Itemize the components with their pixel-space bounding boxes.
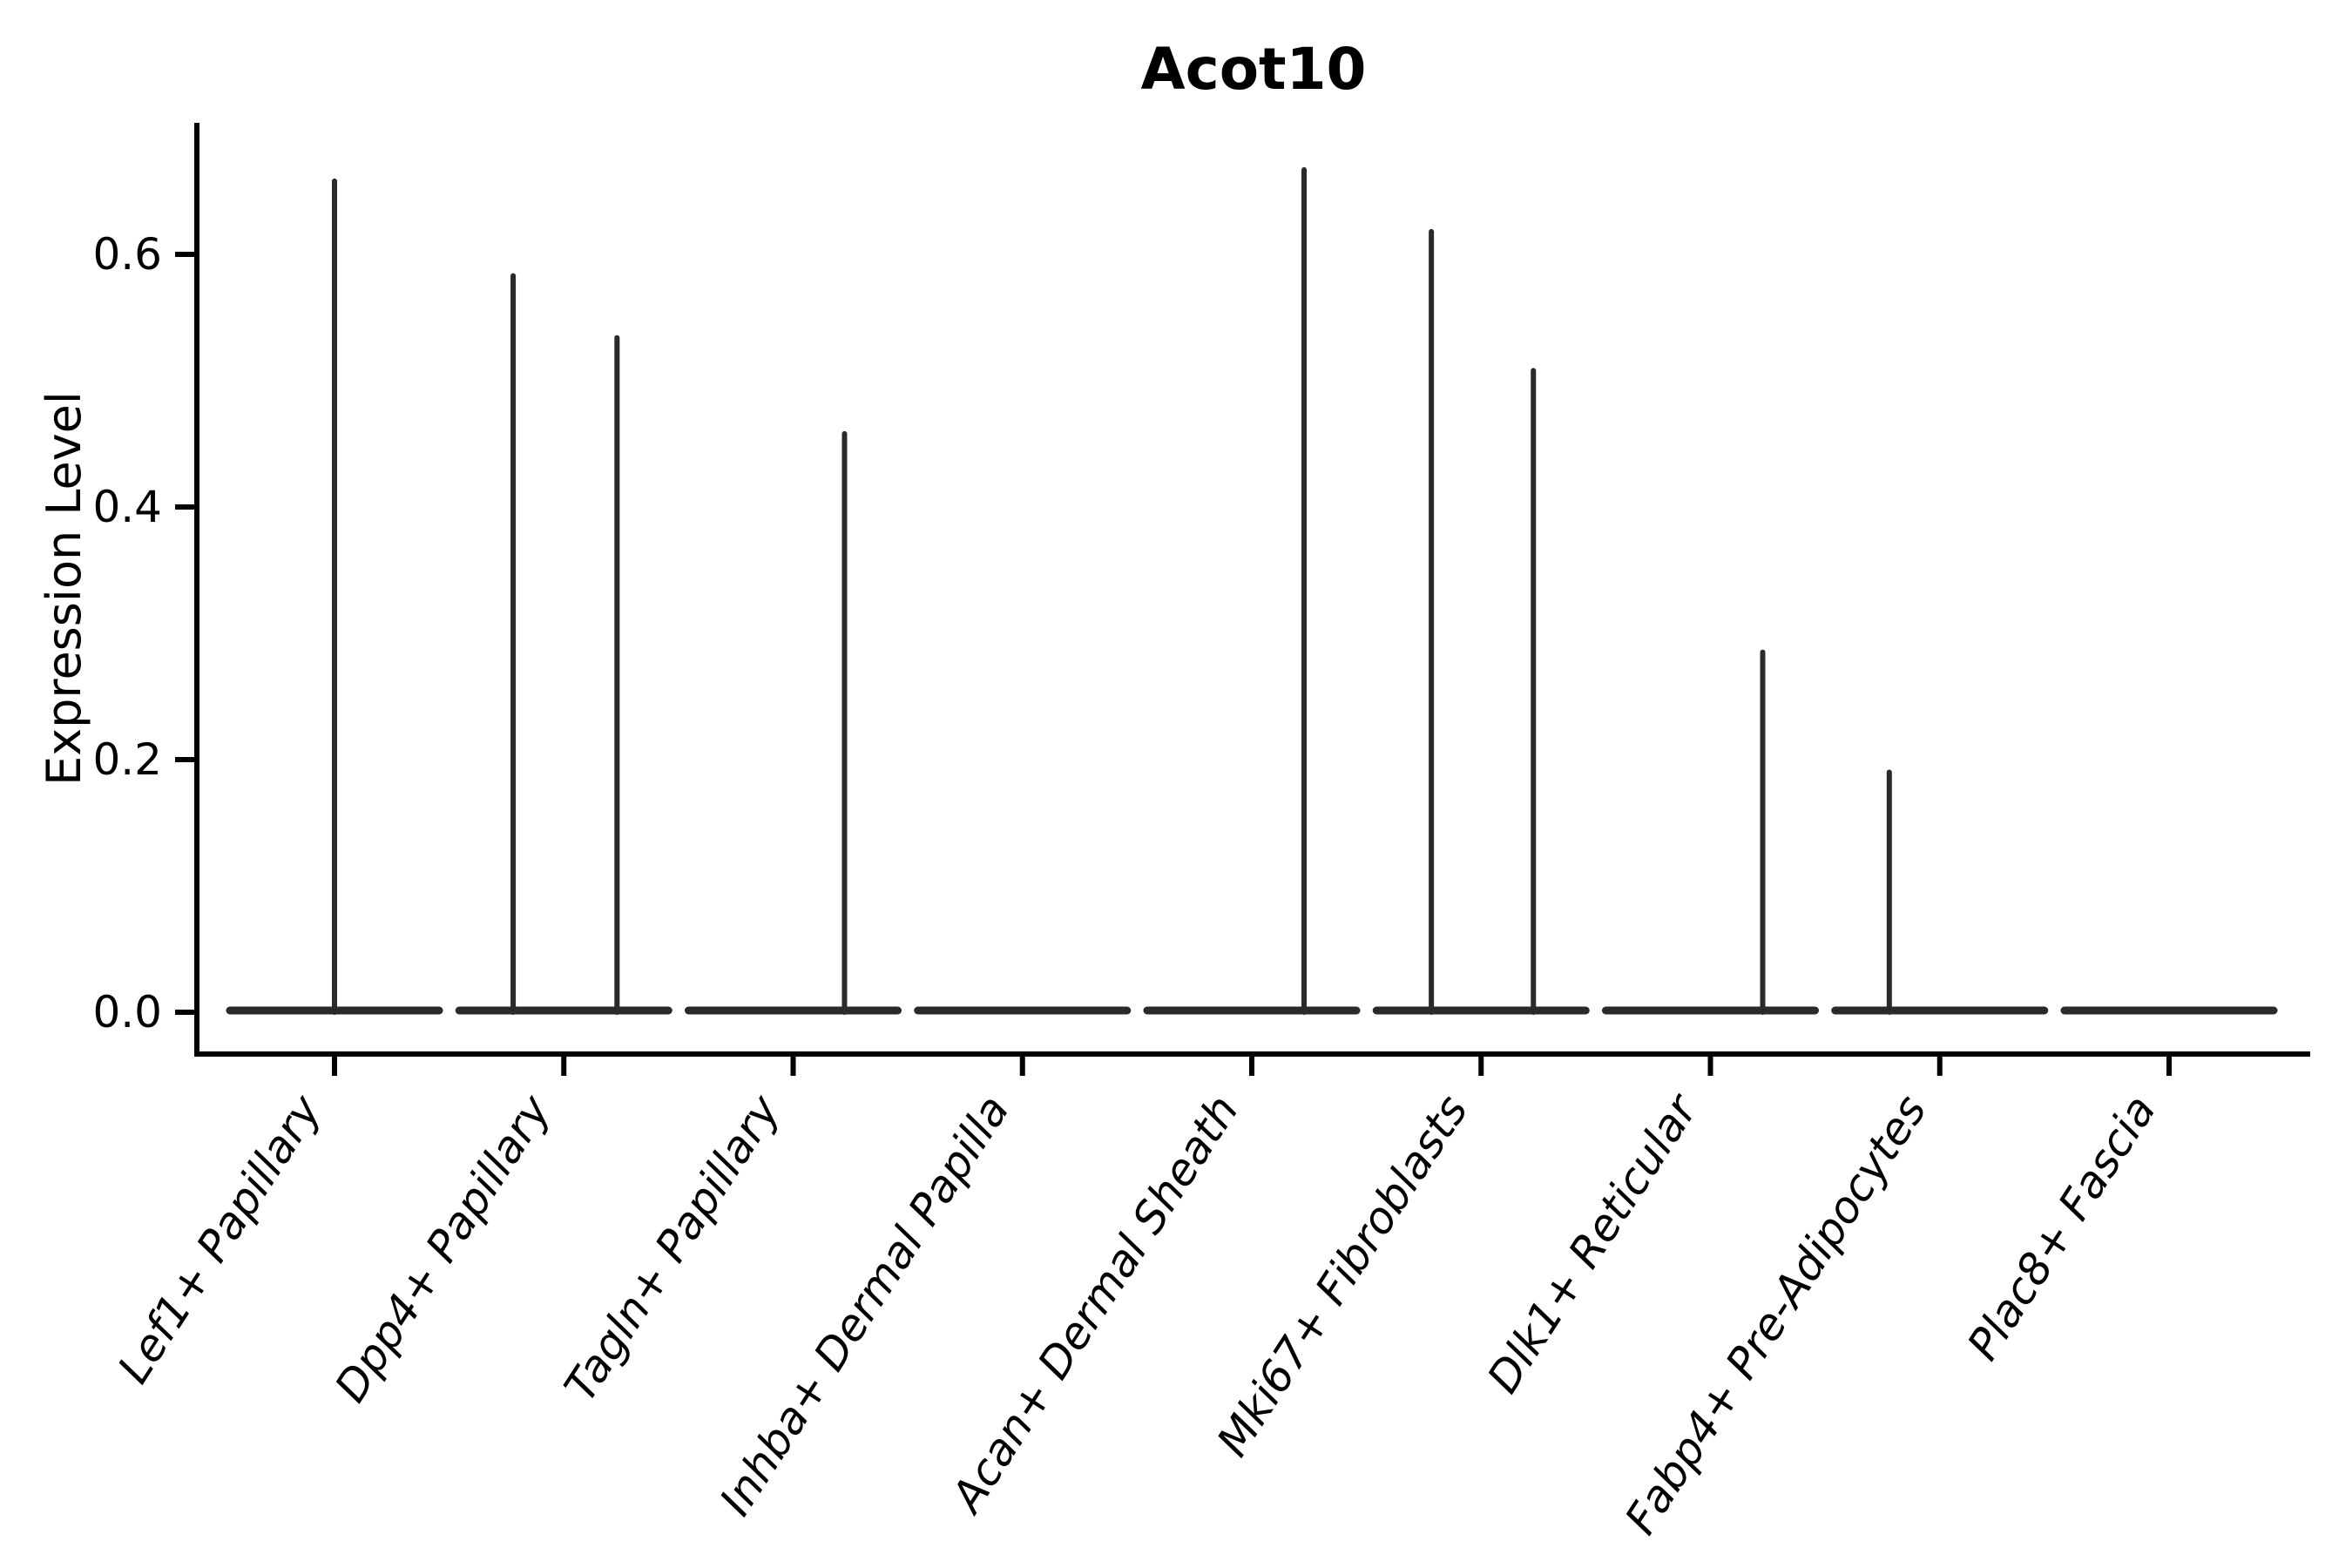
y-tick-label: 0.0 bbox=[92, 987, 162, 1037]
x-category-label: Dpp4+ Papillary bbox=[325, 1085, 561, 1411]
y-tick-label: 0.2 bbox=[92, 734, 162, 785]
x-category-label: Dlk1+ Reticular bbox=[1477, 1084, 1708, 1402]
chart-title: Acot10 bbox=[1141, 36, 1367, 103]
x-category-label: Lef1+ Papillary bbox=[108, 1085, 332, 1392]
y-tick-label: 0.4 bbox=[92, 482, 162, 532]
x-category-label: Tagln+ Papillary bbox=[555, 1085, 791, 1410]
y-tick-label: 0.6 bbox=[92, 229, 162, 280]
x-category-label: Plac8+ Fascia bbox=[1957, 1086, 2166, 1369]
y-axis-label: Expression Level bbox=[37, 391, 91, 786]
x-category-label: Mki67+ Fibroblasts bbox=[1207, 1086, 1478, 1465]
